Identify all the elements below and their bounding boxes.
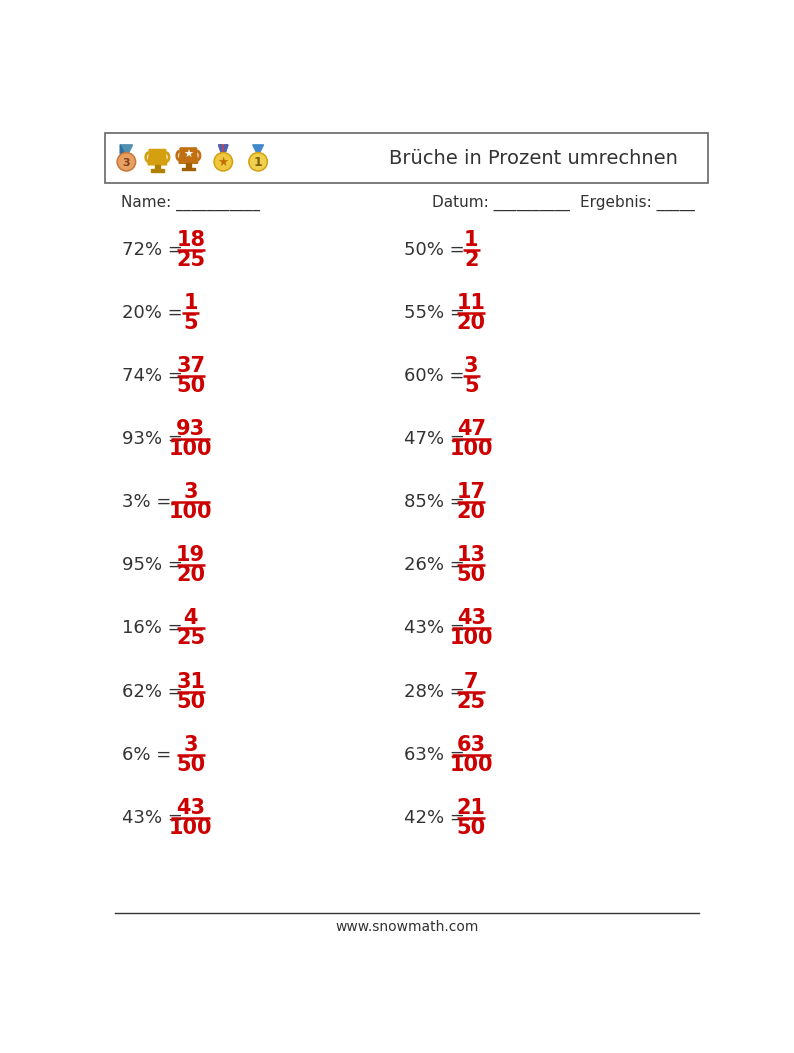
Polygon shape <box>182 167 195 171</box>
Polygon shape <box>155 165 160 170</box>
Text: 3: 3 <box>464 356 479 376</box>
Text: 100: 100 <box>169 439 213 459</box>
Polygon shape <box>252 145 264 154</box>
Text: Datum: __________: Datum: __________ <box>433 195 570 212</box>
Text: 37: 37 <box>176 356 205 376</box>
Text: 74% =: 74% = <box>122 366 183 384</box>
Circle shape <box>117 153 136 171</box>
Polygon shape <box>148 150 167 165</box>
Text: 43: 43 <box>457 609 486 629</box>
Text: 1: 1 <box>183 293 198 313</box>
Text: 47: 47 <box>457 419 486 439</box>
Polygon shape <box>218 145 222 154</box>
Text: ★: ★ <box>183 150 194 160</box>
Text: 16% =: 16% = <box>122 619 183 637</box>
Text: www.snowmath.com: www.snowmath.com <box>335 920 479 934</box>
Text: 28% =: 28% = <box>404 682 464 700</box>
Text: 2: 2 <box>464 250 479 270</box>
Polygon shape <box>218 145 228 154</box>
Text: 21: 21 <box>457 798 486 818</box>
Text: 93% =: 93% = <box>122 430 183 448</box>
Circle shape <box>215 154 231 170</box>
Text: 63: 63 <box>457 735 486 755</box>
Text: 93: 93 <box>176 419 206 439</box>
Text: 13: 13 <box>457 545 486 565</box>
Text: 50: 50 <box>457 565 486 585</box>
Text: 26% =: 26% = <box>404 556 464 574</box>
Text: 43% =: 43% = <box>404 619 464 637</box>
Text: 17: 17 <box>457 482 486 502</box>
Text: 1: 1 <box>464 230 479 250</box>
Text: 3: 3 <box>122 158 130 167</box>
Text: 63% =: 63% = <box>404 746 464 763</box>
Text: 100: 100 <box>169 502 213 522</box>
Text: Name: ___________: Name: ___________ <box>121 195 260 212</box>
Text: 55% =: 55% = <box>404 303 464 322</box>
Text: 100: 100 <box>169 818 213 838</box>
FancyBboxPatch shape <box>106 133 708 182</box>
Text: 72% =: 72% = <box>122 240 183 259</box>
Polygon shape <box>120 145 133 154</box>
Text: 95% =: 95% = <box>122 556 183 574</box>
Text: 20: 20 <box>176 565 205 585</box>
Text: 42% =: 42% = <box>404 809 464 827</box>
Text: 50: 50 <box>176 376 206 396</box>
Text: 3% =: 3% = <box>122 493 172 511</box>
Text: 60% =: 60% = <box>404 366 464 384</box>
Polygon shape <box>225 145 228 154</box>
Text: 100: 100 <box>449 629 493 649</box>
Circle shape <box>118 154 134 170</box>
Text: 6% =: 6% = <box>122 746 172 763</box>
Text: 50: 50 <box>176 692 206 712</box>
Text: Ergebnis: _____: Ergebnis: _____ <box>580 195 695 212</box>
Text: 7: 7 <box>464 672 479 692</box>
Text: ★: ★ <box>218 156 229 170</box>
Text: 3: 3 <box>183 735 198 755</box>
Polygon shape <box>120 145 125 154</box>
Text: 50: 50 <box>176 755 206 775</box>
Polygon shape <box>151 170 164 172</box>
Circle shape <box>214 153 233 171</box>
Circle shape <box>250 154 266 170</box>
Text: 100: 100 <box>449 755 493 775</box>
Text: 4: 4 <box>183 609 198 629</box>
Text: Brüche in Prozent umrechnen: Brüche in Prozent umrechnen <box>389 150 678 168</box>
Text: 43% =: 43% = <box>122 809 183 827</box>
Circle shape <box>249 153 268 171</box>
Text: 3: 3 <box>183 482 198 502</box>
Text: 25: 25 <box>457 692 486 712</box>
Text: 5: 5 <box>464 376 479 396</box>
Text: 18: 18 <box>176 230 205 250</box>
Text: 85% =: 85% = <box>404 493 464 511</box>
Text: 20% =: 20% = <box>122 303 183 322</box>
Polygon shape <box>179 147 198 163</box>
Text: 43: 43 <box>176 798 205 818</box>
Text: 31: 31 <box>176 672 205 692</box>
Text: 25: 25 <box>176 629 206 649</box>
Text: 47% =: 47% = <box>404 430 464 448</box>
Text: 5: 5 <box>183 313 198 333</box>
Text: 25: 25 <box>176 250 206 270</box>
Text: 50: 50 <box>457 818 486 838</box>
Text: 11: 11 <box>457 293 486 313</box>
Text: 1: 1 <box>254 156 263 170</box>
Text: 100: 100 <box>449 439 493 459</box>
Text: 62% =: 62% = <box>122 682 183 700</box>
Text: 19: 19 <box>176 545 206 565</box>
Text: 50% =: 50% = <box>404 240 464 259</box>
Text: 20: 20 <box>457 313 486 333</box>
Text: 20: 20 <box>457 502 486 522</box>
Polygon shape <box>186 163 191 167</box>
